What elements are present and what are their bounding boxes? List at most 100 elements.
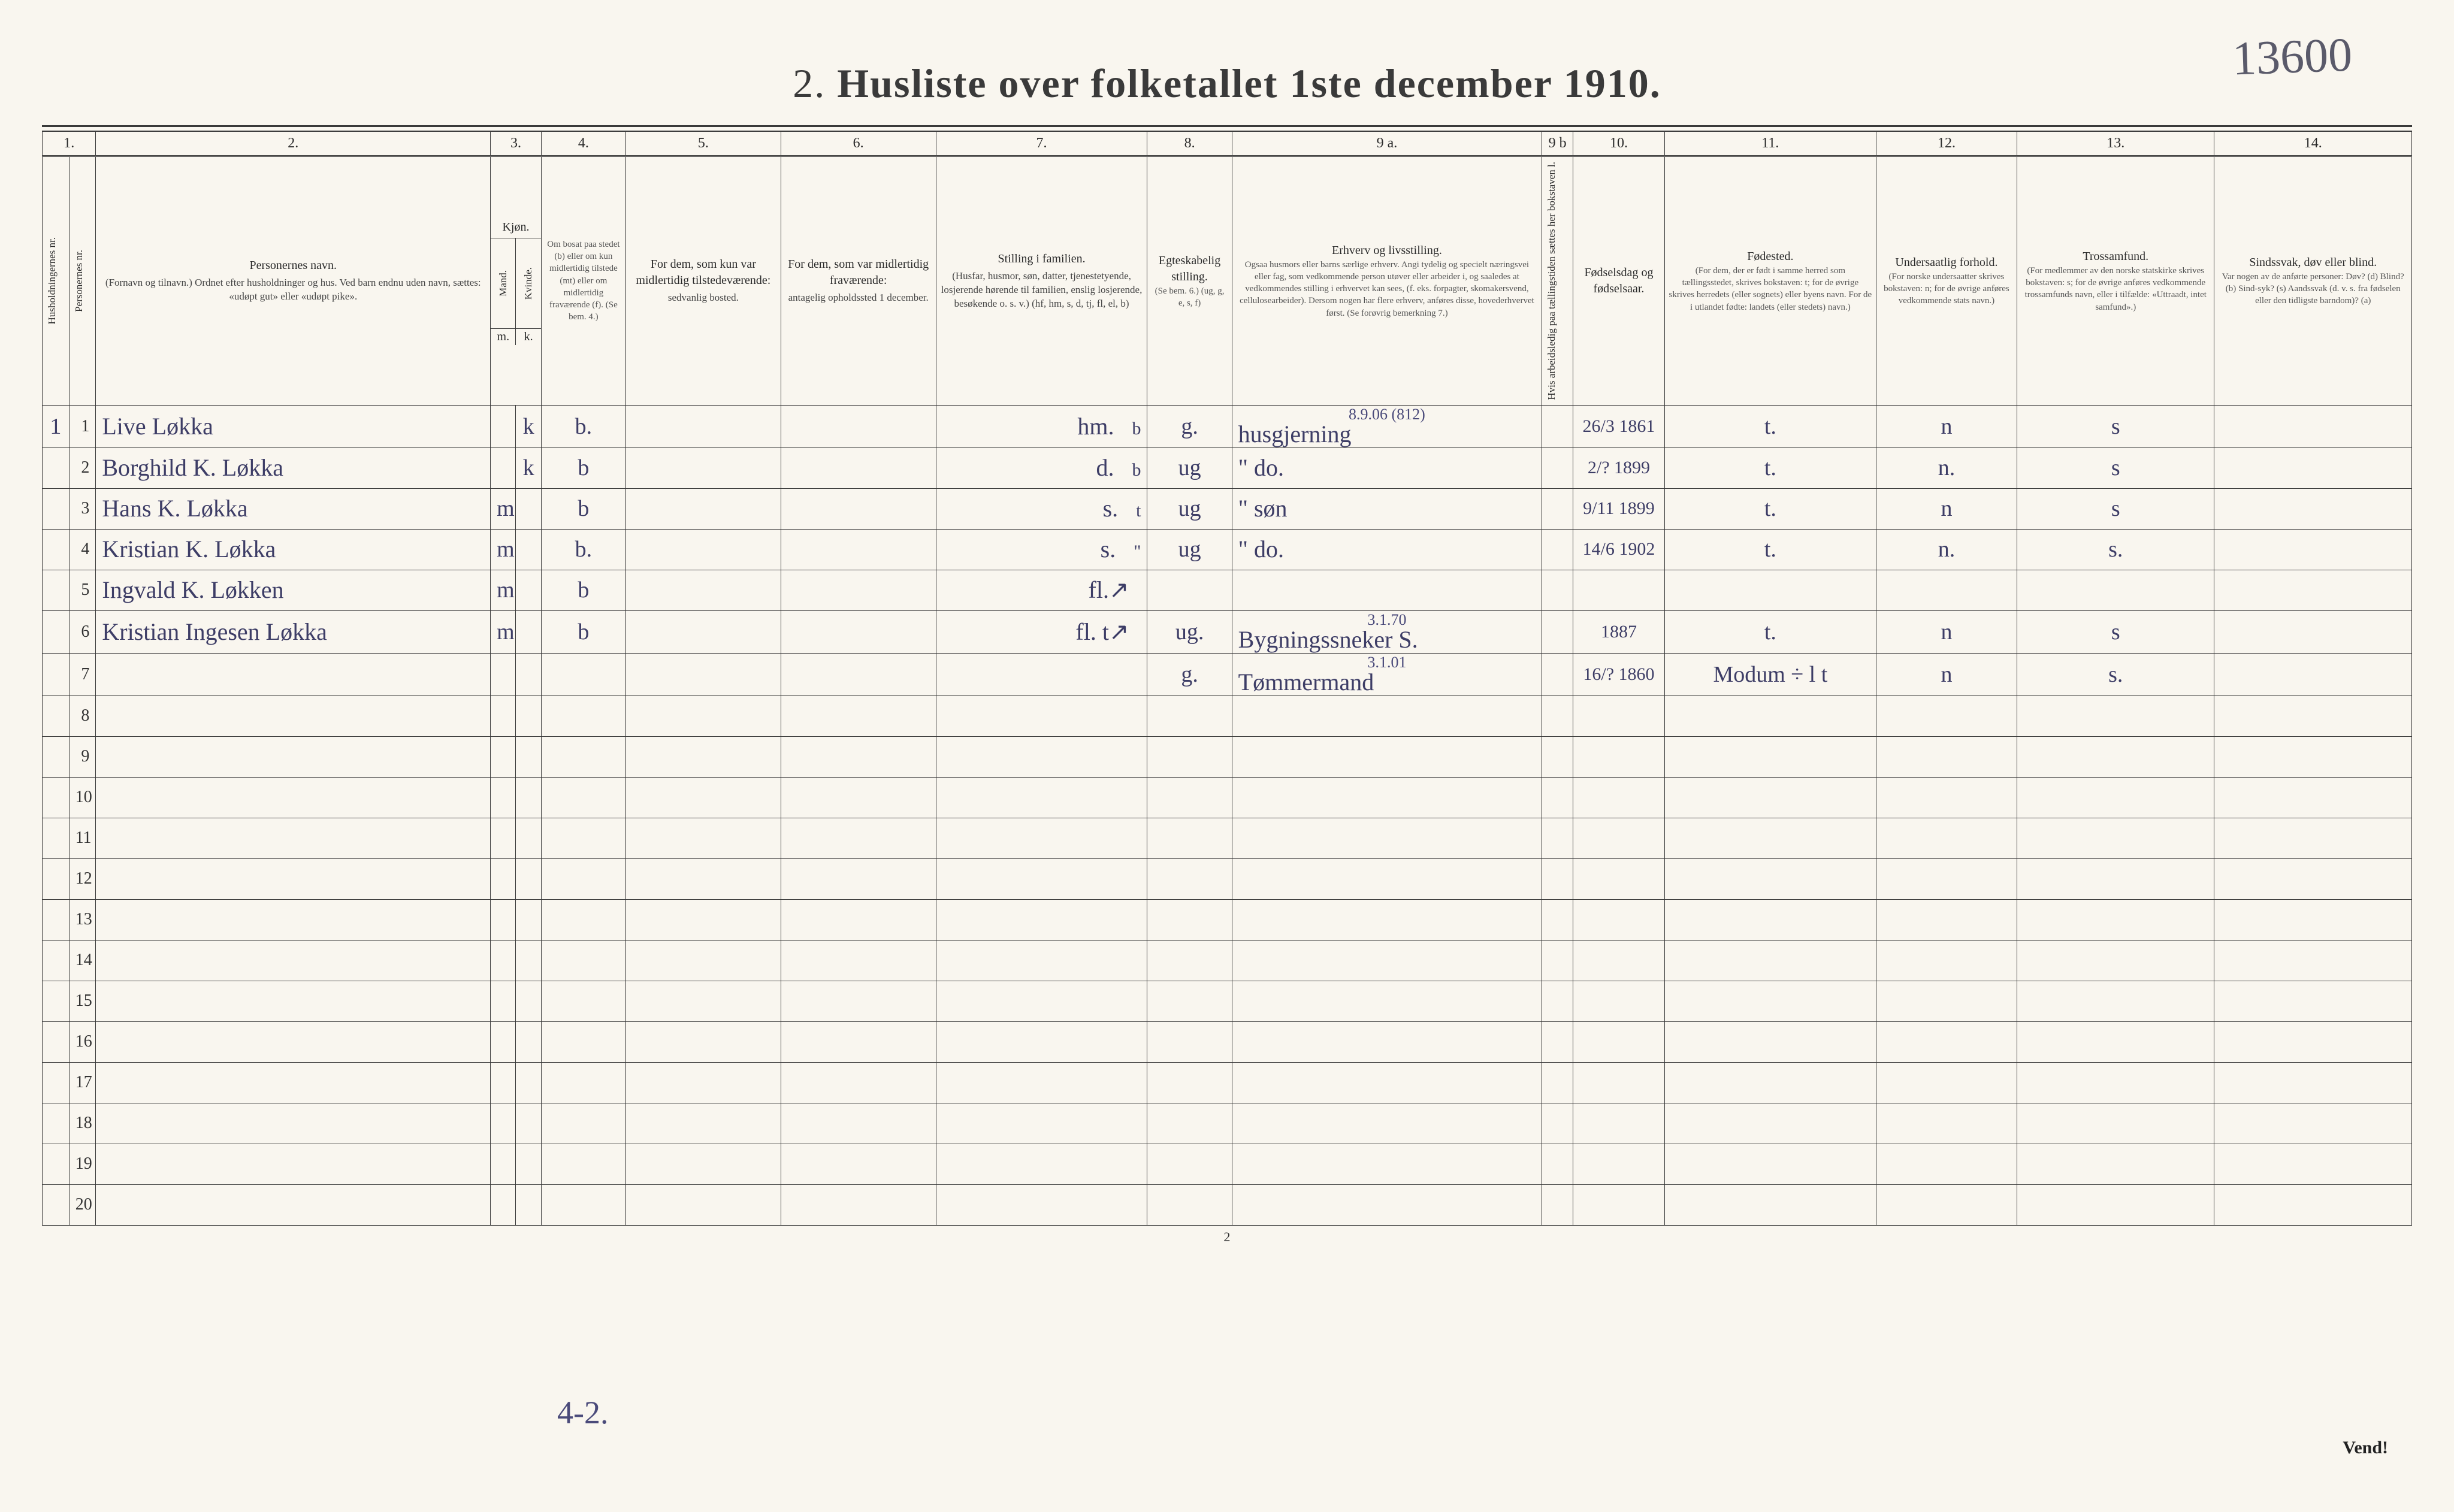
- cell-midl-tilstede: [625, 899, 781, 940]
- cell-person-nr: 14: [69, 940, 96, 981]
- cell-fodested: [1664, 1144, 1876, 1184]
- cell-midl-frav: [781, 695, 936, 736]
- cell-arbeidsledig: [1542, 610, 1573, 653]
- cell-name: Ingvald K. Løkken: [96, 570, 491, 610]
- cell-trossamfund: [2017, 940, 2214, 981]
- table-row: 9: [43, 736, 2412, 777]
- cell-bosat: [541, 1103, 625, 1144]
- cell-fodested: t.: [1664, 529, 1876, 570]
- colnum: 12.: [1876, 132, 2017, 156]
- cell-sex-k: [516, 695, 541, 736]
- cell-sex-m: [491, 1184, 516, 1225]
- cell-bosat: b: [541, 488, 625, 529]
- cell-person-nr: 13: [69, 899, 96, 940]
- cell-undersaat: [1876, 940, 2017, 981]
- cell-household-nr: [43, 1021, 69, 1062]
- cell-name: [96, 736, 491, 777]
- cell-midl-tilstede: [625, 570, 781, 610]
- cell-midl-frav: [781, 488, 936, 529]
- cell-egteskab: [1147, 1021, 1232, 1062]
- colnum: 5.: [625, 132, 781, 156]
- cell-sindssvak: [2214, 736, 2412, 777]
- cell-sex-k: k: [516, 405, 541, 447]
- cell-name: [96, 777, 491, 818]
- table-row: 5Ingvald K. Løkkenmbfl.↗: [43, 570, 2412, 610]
- cell-person-nr: 20: [69, 1184, 96, 1225]
- hdr-stilling-familien: Stilling i familien. (Husfar, husmor, sø…: [936, 156, 1147, 406]
- cell-sindssvak: [2214, 570, 2412, 610]
- colnum: 2.: [96, 132, 491, 156]
- colnum: 7.: [936, 132, 1147, 156]
- cell-erhverv: [1232, 1021, 1542, 1062]
- cell-person-nr: 8: [69, 695, 96, 736]
- title-number: 2.: [793, 61, 826, 106]
- cell-fodested: [1664, 899, 1876, 940]
- cell-household-nr: [43, 1144, 69, 1184]
- table-row: 15: [43, 981, 2412, 1021]
- cell-egteskab: [1147, 695, 1232, 736]
- cell-fodested: [1664, 1103, 1876, 1144]
- cell-person-nr: 19: [69, 1144, 96, 1184]
- cell-stilling-familie: hm. b: [936, 405, 1147, 447]
- cell-household-nr: [43, 981, 69, 1021]
- cell-erhverv: [1232, 777, 1542, 818]
- cell-midl-tilstede: [625, 1144, 781, 1184]
- cell-midl-tilstede: [625, 1184, 781, 1225]
- cell-egteskab: [1147, 899, 1232, 940]
- cell-bosat: b: [541, 447, 625, 488]
- cell-bosat: b: [541, 610, 625, 653]
- cell-sex-m: [491, 899, 516, 940]
- colnum: 6.: [781, 132, 936, 156]
- cell-sex-k: [516, 736, 541, 777]
- cell-sex-m: m: [491, 488, 516, 529]
- cell-trossamfund: [2017, 899, 2214, 940]
- colnum: 8.: [1147, 132, 1232, 156]
- cell-sindssvak: [2214, 610, 2412, 653]
- colnum: 4.: [541, 132, 625, 156]
- cell-person-nr: 12: [69, 858, 96, 899]
- cell-trossamfund: [2017, 695, 2214, 736]
- cell-midl-tilstede: [625, 488, 781, 529]
- cell-trossamfund: [2017, 736, 2214, 777]
- table-row: 14: [43, 940, 2412, 981]
- cell-fodested: [1664, 777, 1876, 818]
- cell-household-nr: [43, 488, 69, 529]
- cell-fodsels: [1573, 1062, 1664, 1103]
- cell-sindssvak: [2214, 653, 2412, 695]
- cell-person-nr: 6: [69, 610, 96, 653]
- cell-undersaat: [1876, 736, 2017, 777]
- cell-fodested: t.: [1664, 447, 1876, 488]
- hdr-bosat: Om bosat paa stedet (b) eller om kun mid…: [541, 156, 625, 406]
- cell-household-nr: [43, 695, 69, 736]
- hdr-trossamfund: Trossamfund. (For medlemmer av den norsk…: [2017, 156, 2214, 406]
- cell-person-nr: 4: [69, 529, 96, 570]
- cell-midl-tilstede: [625, 736, 781, 777]
- cell-bosat: [541, 858, 625, 899]
- cell-arbeidsledig: [1542, 405, 1573, 447]
- cell-erhverv: [1232, 1062, 1542, 1103]
- cell-sex-k: [516, 488, 541, 529]
- cell-trossamfund: [2017, 1103, 2214, 1144]
- cell-erhverv: [1232, 1184, 1542, 1225]
- cell-bosat: b: [541, 570, 625, 610]
- cell-bosat: [541, 1184, 625, 1225]
- cell-name: [96, 1021, 491, 1062]
- cell-midl-frav: [781, 818, 936, 858]
- cell-undersaat: [1876, 777, 2017, 818]
- cell-midl-frav: [781, 940, 936, 981]
- cell-midl-frav: [781, 1184, 936, 1225]
- hdr-erhverv: Erhverv og livsstilling. Ogsaa husmors e…: [1232, 156, 1542, 406]
- cell-undersaat: [1876, 858, 2017, 899]
- table-row: 20: [43, 1184, 2412, 1225]
- cell-sex-k: [516, 940, 541, 981]
- cell-sindssvak: [2214, 818, 2412, 858]
- cell-midl-frav: [781, 1021, 936, 1062]
- corner-annotation: 13600: [2231, 28, 2353, 87]
- colnum: 9 b: [1542, 132, 1573, 156]
- cell-person-nr: 3: [69, 488, 96, 529]
- cell-midl-frav: [781, 899, 936, 940]
- cell-stilling-familie: [936, 899, 1147, 940]
- cell-household-nr: [43, 1103, 69, 1144]
- cell-fodsels: [1573, 695, 1664, 736]
- title-rule: [42, 125, 2412, 131]
